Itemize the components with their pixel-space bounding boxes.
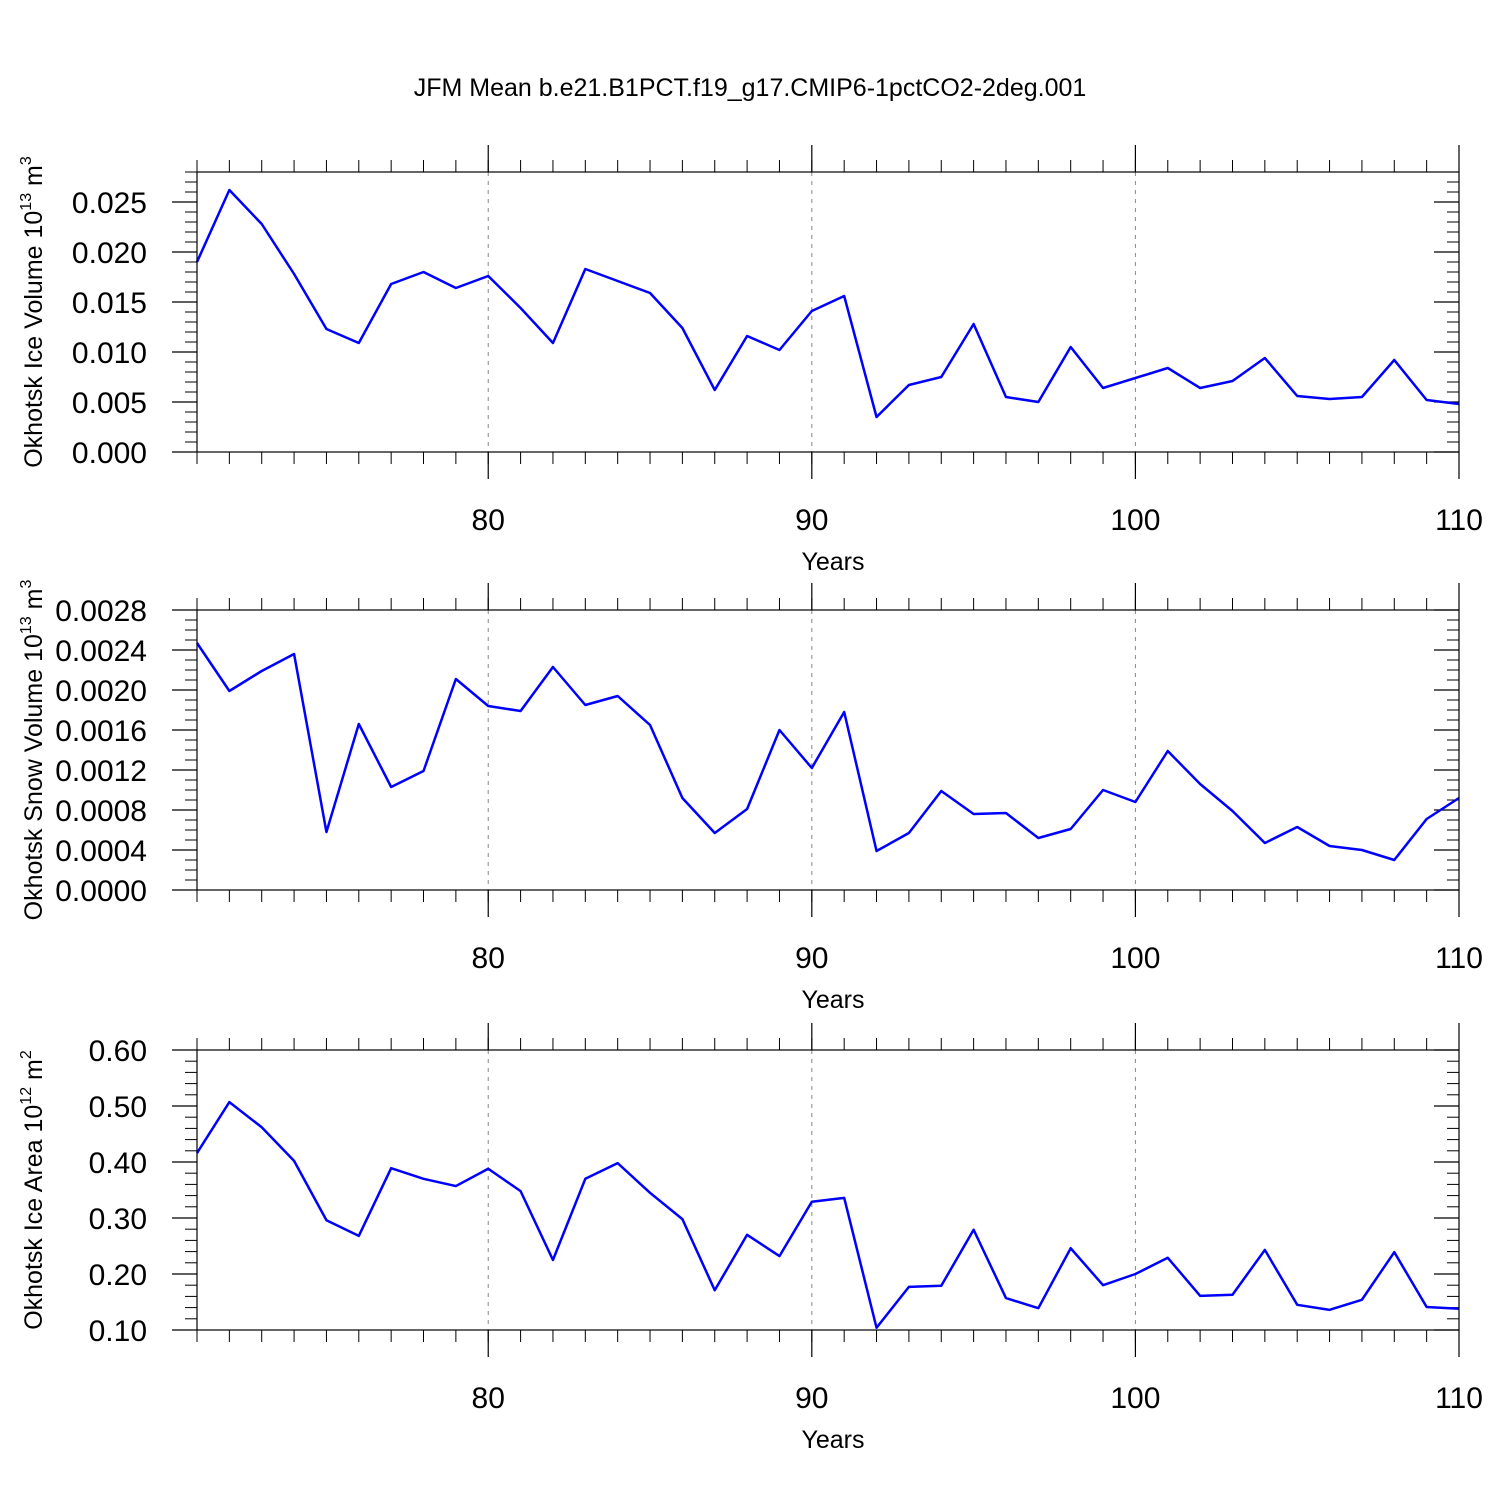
y-tick-label: 0.020 (72, 237, 147, 270)
y-tick-label: 0.0012 (55, 755, 147, 788)
y-tick-label: 0.0028 (55, 595, 147, 628)
y-tick-label: 0.005 (72, 387, 147, 420)
x-tick-label: 90 (795, 1382, 828, 1415)
y-axis-label: Okhotsk Ice Volume 1013 m3 (18, 156, 48, 468)
y-tick-label: 0.0000 (55, 875, 147, 908)
x-tick-label: 100 (1110, 504, 1160, 537)
y-axis-label-text: Okhotsk Snow Volume 10 (20, 634, 48, 920)
y-tick-label: 0.40 (89, 1147, 147, 1180)
y-axis-label: Okhotsk Snow Volume 1013 m3 (18, 580, 48, 921)
x-tick-label: 90 (795, 942, 828, 975)
y-axis-label-unit-exp: 3 (18, 156, 35, 165)
y-axis-label: Okhotsk Ice Area 1012 m2 (18, 1050, 48, 1330)
y-axis-label-exp: 13 (18, 193, 35, 211)
y-tick-label: 0.000 (72, 437, 147, 470)
y-axis-label-exp: 13 (18, 616, 35, 634)
y-tick-label: 0.015 (72, 287, 147, 320)
plot-frame (196, 1049, 1460, 1331)
x-tick-label: 80 (472, 504, 505, 537)
data-line (195, 642, 1460, 862)
y-tick-label: 0.0016 (55, 715, 147, 748)
x-tick-label: 100 (1110, 1382, 1160, 1415)
y-tick-label: 0.30 (89, 1203, 147, 1236)
y-tick-label: 0.60 (89, 1035, 147, 1068)
x-axis-label: Years (801, 1426, 864, 1454)
y-tick-label: 0.50 (89, 1091, 147, 1124)
data-line (195, 188, 1460, 419)
y-axis-label-unit-exp: 2 (18, 1050, 35, 1059)
y-tick-label: 0.010 (72, 337, 147, 370)
x-tick-label: 90 (795, 504, 828, 537)
y-axis-label-text: Okhotsk Ice Area 10 (20, 1105, 48, 1330)
x-tick-label: 110 (1435, 504, 1483, 537)
y-axis-label-unit: m (20, 1059, 48, 1087)
plot-frame (196, 609, 1460, 891)
y-axis-label-unit: m (20, 165, 48, 193)
x-tick-label: 110 (1435, 942, 1483, 975)
plot-frame (196, 171, 1460, 453)
x-axis-label: Years (801, 986, 864, 1014)
figure-title: JFM Mean b.e21.B1PCT.f19_g17.CMIP6-1pctC… (414, 74, 1087, 102)
y-axis-label-exp: 12 (18, 1087, 35, 1105)
y-tick-label: 0.20 (89, 1259, 147, 1292)
y-axis-label-text: Okhotsk Ice Volume 10 (20, 211, 48, 468)
x-tick-label: 80 (472, 1382, 505, 1415)
y-tick-label: 0.0020 (55, 675, 147, 708)
y-axis-label-unit-exp: 3 (18, 580, 35, 589)
x-tick-label: 110 (1435, 1382, 1483, 1415)
y-tick-label: 0.025 (72, 187, 147, 220)
y-axis-label-unit: m (20, 589, 48, 617)
x-tick-label: 80 (472, 942, 505, 975)
y-tick-label: 0.0008 (55, 795, 147, 828)
y-tick-label: 0.0024 (55, 635, 147, 668)
data-line (195, 1100, 1460, 1330)
x-tick-label: 100 (1110, 942, 1160, 975)
y-tick-label: 0.0004 (55, 835, 147, 868)
y-tick-label: 0.10 (89, 1315, 147, 1348)
x-axis-label: Years (801, 548, 864, 576)
